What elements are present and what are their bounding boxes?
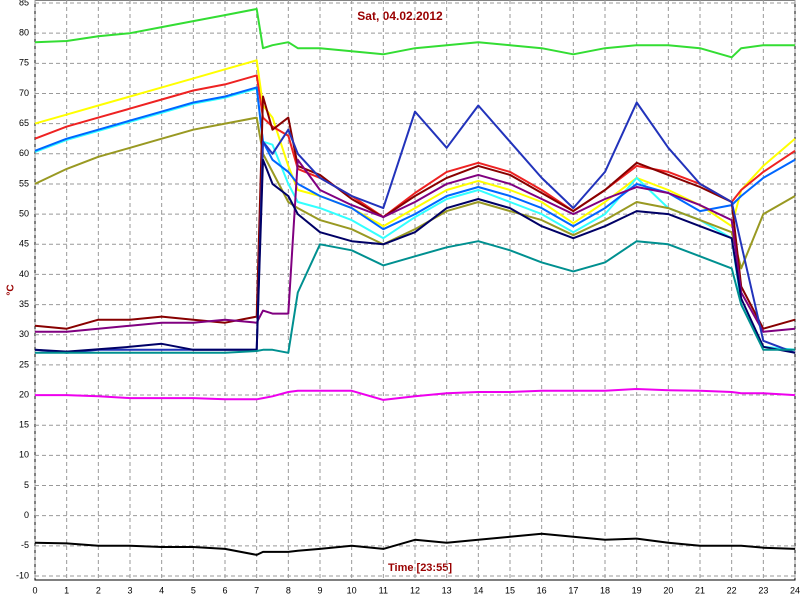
y-tick-label: 70 (19, 88, 29, 98)
y-tick-label: 10 (19, 450, 29, 460)
x-tick-label: 22 (727, 585, 737, 595)
x-tick-label: 18 (600, 585, 610, 595)
x-tick-label: 12 (410, 585, 420, 595)
x-tick-label: 20 (663, 585, 673, 595)
chart-title: Sat, 04.02.2012 (357, 9, 443, 23)
y-axis-label: °C (6, 284, 17, 295)
x-tick-label: 3 (127, 585, 132, 595)
y-tick-label: 65 (19, 118, 29, 128)
y-tick-label: 80 (19, 28, 29, 38)
y-tick-label: 45 (19, 239, 29, 249)
y-tick-label: 15 (19, 420, 29, 430)
x-axis-label: Time [23:55] (388, 562, 452, 574)
series-line (35, 388, 796, 401)
x-tick-label: 4 (159, 585, 164, 595)
y-tick-label: 75 (19, 58, 29, 68)
y-tick-label: 0 (24, 510, 29, 520)
x-tick-label: 21 (695, 585, 705, 595)
x-tick-label: 10 (347, 585, 357, 595)
series-line (34, 101, 796, 354)
x-tick-label: 24 (790, 585, 800, 595)
series-line (34, 59, 796, 228)
x-tick-label: 9 (317, 585, 322, 595)
y-tick-label: -5 (21, 540, 29, 550)
series-line (34, 158, 796, 354)
x-tick-label: 15 (505, 585, 515, 595)
y-tick-label: 85 (19, 0, 29, 7)
x-tick-label: 8 (286, 585, 291, 595)
x-tick-label: 0 (32, 585, 37, 595)
y-tick-label: -10 (16, 570, 29, 580)
x-tick-label: 5 (191, 585, 196, 595)
x-tick-label: 19 (632, 585, 642, 595)
x-tick-label: 23 (758, 585, 768, 595)
x-tick-label: 1 (64, 585, 69, 595)
y-tick-label: 60 (19, 148, 29, 158)
x-tick-label: 17 (568, 585, 578, 595)
series-line (34, 86, 796, 231)
y-tick-label: 25 (19, 359, 29, 369)
y-tick-label: 40 (19, 269, 29, 279)
y-tick-label: 5 (24, 480, 29, 490)
y-tick-label: 30 (19, 329, 29, 339)
series-line (34, 532, 796, 556)
x-tick-label: 7 (254, 585, 259, 595)
y-tick-label: 50 (19, 208, 29, 218)
x-tick-label: 6 (222, 585, 227, 595)
x-tick-label: 13 (442, 585, 452, 595)
y-tick-label: 35 (19, 299, 29, 309)
x-tick-label: 16 (537, 585, 547, 595)
x-tick-label: 2 (96, 585, 101, 595)
y-tick-label: 55 (19, 178, 29, 188)
series-line (34, 8, 795, 59)
x-tick-label: 11 (379, 585, 388, 595)
series-line (35, 158, 796, 333)
series-line (35, 240, 795, 354)
y-tick-label: 20 (19, 389, 29, 399)
x-tick-label: 14 (473, 585, 483, 595)
